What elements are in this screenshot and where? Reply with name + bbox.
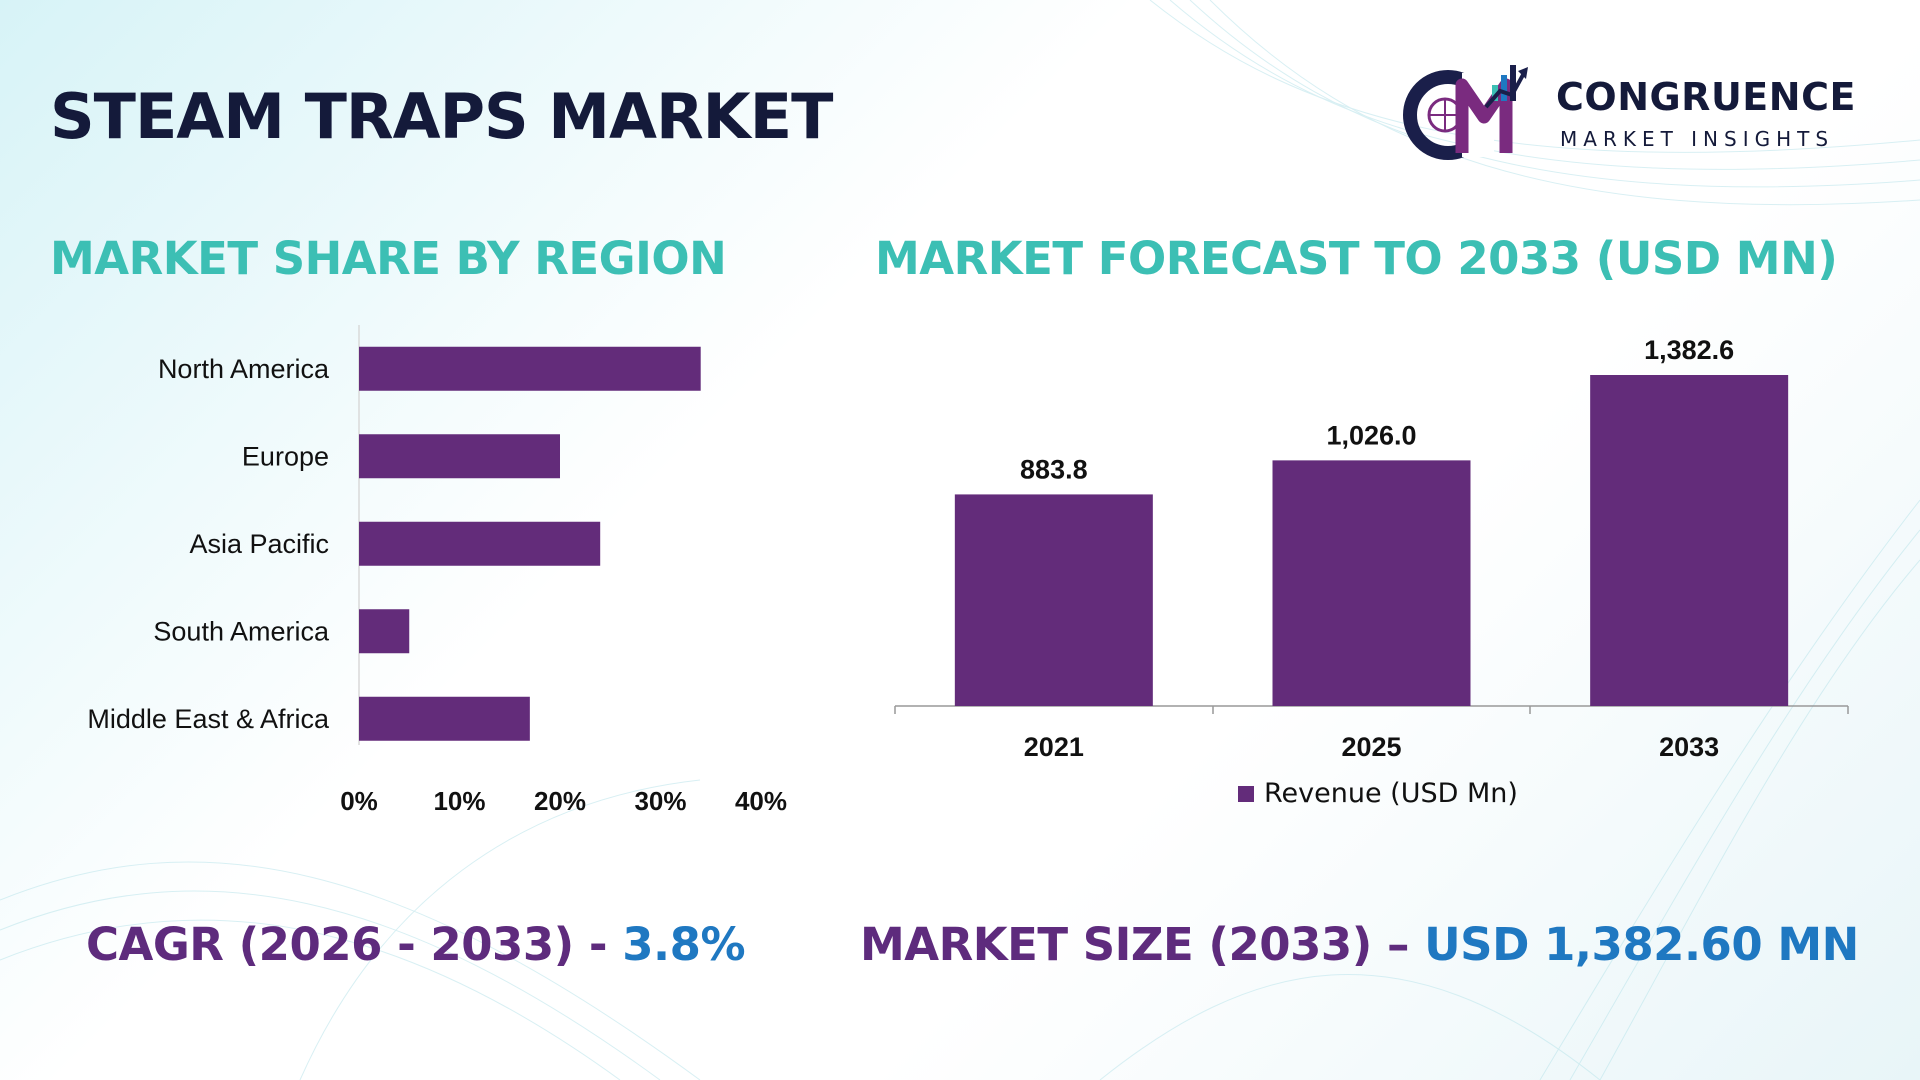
- cagr-value: 3.8%: [622, 918, 746, 971]
- region-axis-tick-label: 20%: [534, 786, 586, 816]
- region-axis-tick-label: 0%: [340, 786, 378, 816]
- region-bar: [359, 434, 560, 479]
- logo-tagline: MARKET INSIGHTS: [1560, 127, 1835, 151]
- region-bar: [359, 696, 530, 741]
- cagr-stat: CAGR (2026 - 2033) - 3.8%: [86, 918, 746, 971]
- logo-name: CONGRUENCE: [1556, 75, 1856, 119]
- forecast-data-label: 1,382.6: [1644, 335, 1734, 365]
- legend-label: Revenue (USD Mn): [1264, 778, 1518, 809]
- region-share-title: MARKET SHARE BY REGION: [50, 232, 727, 285]
- region-axis-tick-label: 30%: [634, 786, 686, 816]
- region-label: North America: [158, 354, 330, 384]
- legend-swatch: [1238, 785, 1254, 802]
- region-label: South America: [153, 616, 330, 646]
- forecast-chart: 883.8 2021 1,026.0 2025 1,382.6 2033: [894, 335, 1849, 762]
- forecast-bar: [1590, 375, 1789, 706]
- region-bar: [359, 609, 410, 654]
- region-label: Asia Pacific: [189, 529, 329, 559]
- forecast-category-label: 2033: [1659, 732, 1719, 762]
- page-title: STEAM TRAPS MARKET: [50, 80, 833, 153]
- logo-mark-icon: [1403, 65, 1528, 160]
- forecast-data-label: 1,026.0: [1326, 420, 1416, 450]
- company-logo: CONGRUENCE MARKET INSIGHTS: [1400, 55, 1880, 165]
- region-bar: [359, 521, 601, 566]
- forecast-legend: Revenue (USD Mn): [1238, 778, 1518, 809]
- region-label: Europe: [242, 441, 329, 471]
- region-axis-tick-label: 10%: [433, 786, 485, 816]
- forecast-category-label: 2025: [1341, 732, 1401, 762]
- region-axis-tick-label: 40%: [735, 786, 787, 816]
- market-size-stat: MARKET SIZE (2033) – USD 1,382.60 MN: [860, 918, 1859, 971]
- region-label: Middle East & Africa: [87, 704, 330, 734]
- forecast-data-label: 883.8: [1020, 454, 1088, 484]
- forecast-category-label: 2021: [1024, 732, 1084, 762]
- market-size-label: MARKET SIZE (2033) –: [860, 918, 1425, 971]
- cagr-label: CAGR (2026 - 2033) -: [86, 918, 623, 971]
- forecast-bar: [954, 494, 1153, 706]
- forecast-title: MARKET FORECAST TO 2033 (USD MN): [875, 232, 1838, 285]
- region-share-chart: North America Europe Asia Pacific South Ame…: [87, 325, 787, 816]
- region-bar: [359, 346, 701, 391]
- forecast-bar: [1272, 460, 1471, 706]
- market-size-value: USD 1,382.60 MN: [1424, 918, 1859, 971]
